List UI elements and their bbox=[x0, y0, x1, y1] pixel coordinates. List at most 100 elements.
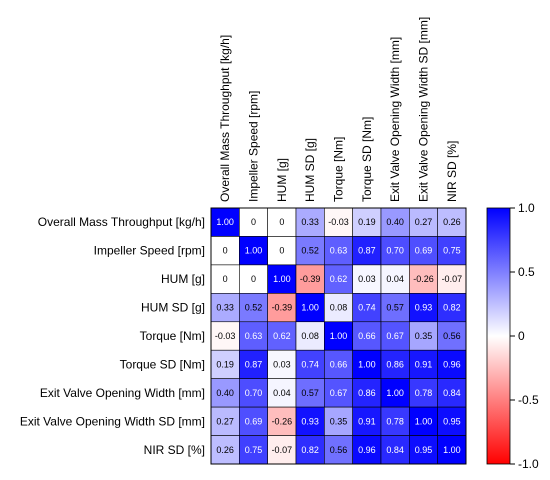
cell-value-label: 0.26 bbox=[443, 217, 461, 227]
cell-value-label: 0.70 bbox=[386, 246, 404, 256]
heatmap-cell bbox=[239, 293, 268, 323]
heatmap-border bbox=[210, 207, 467, 465]
cell-value-label: 0.40 bbox=[386, 217, 404, 227]
cell-value-label: -0.07 bbox=[442, 274, 463, 284]
heatmap-cell bbox=[380, 406, 410, 436]
cell-value-label: 0 bbox=[279, 246, 284, 256]
cell-value-label: 0.03 bbox=[273, 359, 291, 369]
heatmap-cell bbox=[239, 378, 268, 408]
cell-value-label: 0.82 bbox=[443, 303, 461, 313]
cell-value-label: -0.07 bbox=[272, 445, 293, 455]
heatmap-cell bbox=[267, 321, 297, 351]
cell-value-label: 0.03 bbox=[358, 274, 376, 284]
column-label: Impeller Speed [rpm] bbox=[247, 91, 261, 202]
cell-value-label: 0.63 bbox=[330, 246, 348, 256]
cell-value-label: 1.00 bbox=[216, 217, 234, 227]
heatmap-cell bbox=[324, 264, 353, 294]
heatmap-cell bbox=[267, 435, 297, 465]
heatmap-cell bbox=[267, 264, 297, 294]
row-labels: Overall Mass Throughput [kg/h] Impeller S… bbox=[20, 215, 205, 457]
row-label: HUM SD [g] bbox=[141, 301, 205, 315]
cell-value-label: 0.19 bbox=[216, 359, 234, 369]
heatmap-cell bbox=[380, 378, 410, 408]
cell-value-label: 0.87 bbox=[245, 359, 263, 369]
cell-value-label: -0.26 bbox=[272, 416, 293, 426]
cell-value-label: -0.39 bbox=[300, 274, 321, 284]
heatmap-cell bbox=[437, 236, 467, 266]
heatmap-cell bbox=[295, 406, 325, 436]
cell-value-label: 0.82 bbox=[301, 445, 319, 455]
cell-value-label: 0.08 bbox=[301, 331, 319, 341]
cell-value-label: 0.84 bbox=[443, 388, 461, 398]
heatmap-cell bbox=[409, 236, 438, 266]
heatmap-cell bbox=[210, 236, 240, 266]
cell-value-label: 0.27 bbox=[415, 217, 433, 227]
heatmap-cell bbox=[267, 406, 297, 436]
cell-value-label: 0.84 bbox=[386, 445, 404, 455]
cell-value-label: 0.33 bbox=[301, 217, 319, 227]
heatmap-cell bbox=[267, 236, 297, 266]
cell-value-label: 0.74 bbox=[358, 303, 376, 313]
heatmap-cell bbox=[239, 264, 268, 294]
colorbar: 1.0 0.5 0 -0.5 -1.0 bbox=[486, 201, 539, 471]
cell-value-label: 0.70 bbox=[245, 388, 263, 398]
cell-value-label: 0 bbox=[251, 217, 256, 227]
cell-value-label: 0.35 bbox=[330, 416, 348, 426]
cell-value-label: 1.00 bbox=[386, 388, 404, 398]
heatmap-cell bbox=[324, 435, 353, 465]
heatmap-cell bbox=[352, 207, 382, 237]
heatmap-cell bbox=[210, 435, 240, 465]
cell-value-label: 0.56 bbox=[330, 445, 348, 455]
cell-value-label: 0.57 bbox=[386, 303, 404, 313]
cell-value-label: 0.96 bbox=[358, 445, 376, 455]
heatmap-cell bbox=[380, 435, 410, 465]
heatmap-cell bbox=[437, 435, 467, 465]
cell-value-label: 1.00 bbox=[273, 274, 291, 284]
heatmap-cell bbox=[380, 236, 410, 266]
heatmap-cell bbox=[295, 349, 325, 379]
cell-value-label: 0 bbox=[279, 217, 284, 227]
cell-value-label: 0.40 bbox=[216, 388, 234, 398]
cell-value-label: -0.26 bbox=[413, 274, 434, 284]
column-label: HUM [g] bbox=[275, 158, 289, 202]
heatmap-cell bbox=[352, 321, 382, 351]
row-label: Torque SD [Nm] bbox=[120, 357, 205, 371]
cell-value-label: 0.19 bbox=[358, 217, 376, 227]
heatmap-cell bbox=[324, 236, 353, 266]
column-label: Exit Valve Opening Width SD [mm] bbox=[417, 17, 431, 202]
heatmap-cell bbox=[210, 349, 240, 379]
column-label: Torque SD [Nm] bbox=[360, 117, 374, 202]
cell-value-label: 0.56 bbox=[443, 331, 461, 341]
heatmap-cell bbox=[324, 349, 353, 379]
cell-value-label: 1.00 bbox=[358, 359, 376, 369]
cell-value-label: 0.95 bbox=[443, 416, 461, 426]
heatmap-cell bbox=[210, 293, 240, 323]
row-label: NIR SD [%] bbox=[144, 443, 205, 457]
cell-value-label: 0 bbox=[251, 274, 256, 284]
heatmap-cell bbox=[324, 406, 353, 436]
cell-value-label: 0.87 bbox=[358, 246, 376, 256]
heatmap-cells bbox=[210, 207, 467, 465]
cell-value-label: 0.74 bbox=[301, 359, 319, 369]
heatmap-cell bbox=[210, 207, 240, 237]
heatmap-cell bbox=[210, 406, 240, 436]
colorbar-ticks: 1.0 0.5 0 -0.5 -1.0 bbox=[510, 201, 539, 471]
heatmap-cell bbox=[437, 349, 467, 379]
cell-value-label: 0.78 bbox=[415, 388, 433, 398]
row-label: Exit Valve Opening Width [mm] bbox=[40, 386, 205, 400]
heatmap-cell bbox=[324, 378, 353, 408]
cell-value-label: 0.27 bbox=[216, 416, 234, 426]
column-label: Exit Valve Opening Width [mm] bbox=[388, 37, 402, 202]
heatmap-cell bbox=[267, 349, 297, 379]
cell-value-label: 0.66 bbox=[358, 331, 376, 341]
cell-value-label: -0.39 bbox=[272, 303, 293, 313]
cell-value-label: 0 bbox=[223, 274, 228, 284]
colorbar-tick-label: 0 bbox=[518, 329, 525, 343]
cell-value-label: 0.08 bbox=[330, 303, 348, 313]
colorbar-gradient bbox=[486, 207, 511, 465]
cell-value-label: 0.69 bbox=[415, 246, 433, 256]
cell-value-label: 0.86 bbox=[358, 388, 376, 398]
colorbar-tick-label: 1.0 bbox=[518, 201, 535, 215]
cell-value-label: 0.04 bbox=[386, 274, 404, 284]
heatmap-cell bbox=[437, 406, 467, 436]
